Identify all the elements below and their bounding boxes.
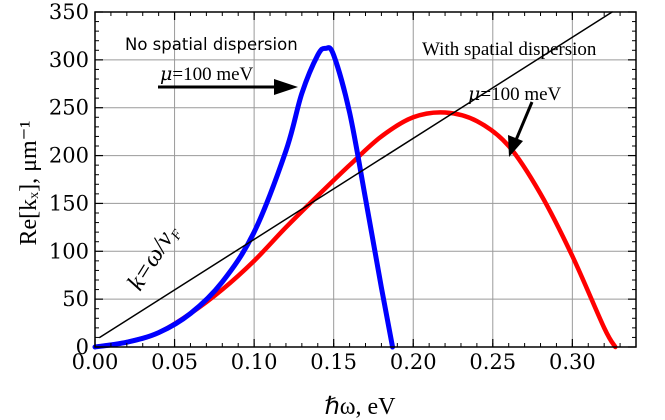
mu-symbol: μ bbox=[160, 63, 172, 85]
x-tick-label: 0.25 bbox=[469, 350, 516, 374]
x-tick-label: 0.00 bbox=[72, 350, 119, 374]
y-tick-label: 150 bbox=[49, 191, 89, 215]
arrow-no-dispersion bbox=[158, 79, 298, 95]
y-tick-label: 200 bbox=[49, 144, 89, 168]
y-tick-label: 250 bbox=[49, 96, 89, 120]
line-label-k-omega: k=ω/vF bbox=[122, 219, 186, 297]
annotation-no-dispersion: No spatial dispersion bbox=[125, 35, 298, 54]
annotation-with-dispersion: With spatial dispersion bbox=[422, 39, 597, 60]
series-no-spatial-dispersion bbox=[92, 45, 396, 350]
curves bbox=[92, 11, 618, 350]
x-tick-label: 0.30 bbox=[549, 350, 596, 374]
grid bbox=[94, 11, 636, 348]
y-tick-label: 350 bbox=[49, 0, 89, 24]
ticks: 0.00 0.05 0.10 0.15 0.20 0.25 0.30 0 50 100 150 200… bbox=[49, 0, 636, 374]
y-tick-label: 50 bbox=[62, 287, 89, 311]
x-tick-label: 0.20 bbox=[390, 350, 437, 374]
mu-value: =100 meV bbox=[480, 84, 561, 105]
arrow-with-dispersion bbox=[508, 101, 534, 157]
y-tick-label: 100 bbox=[49, 239, 89, 263]
x-axis-label: ℏω, eV bbox=[325, 394, 397, 420]
annotation-no-dispersion-mu: μ=100 meV bbox=[160, 63, 254, 85]
y-axis-label: Re[kₓ], μm⁻¹ bbox=[16, 120, 42, 245]
y-tick-label: 0 bbox=[76, 335, 89, 359]
series-k-omega-vf bbox=[99, 11, 613, 339]
x-tick-label: 0.05 bbox=[151, 350, 198, 374]
x-tick-label: 0.10 bbox=[231, 350, 278, 374]
y-tick-label: 300 bbox=[49, 48, 89, 72]
mu-value: =100 meV bbox=[172, 64, 253, 85]
mu-symbol: μ bbox=[468, 83, 480, 105]
plot-frame bbox=[94, 11, 637, 348]
annotation-with-dispersion-mu: μ=100 meV bbox=[468, 83, 562, 105]
x-tick-label: 0.15 bbox=[310, 350, 357, 374]
